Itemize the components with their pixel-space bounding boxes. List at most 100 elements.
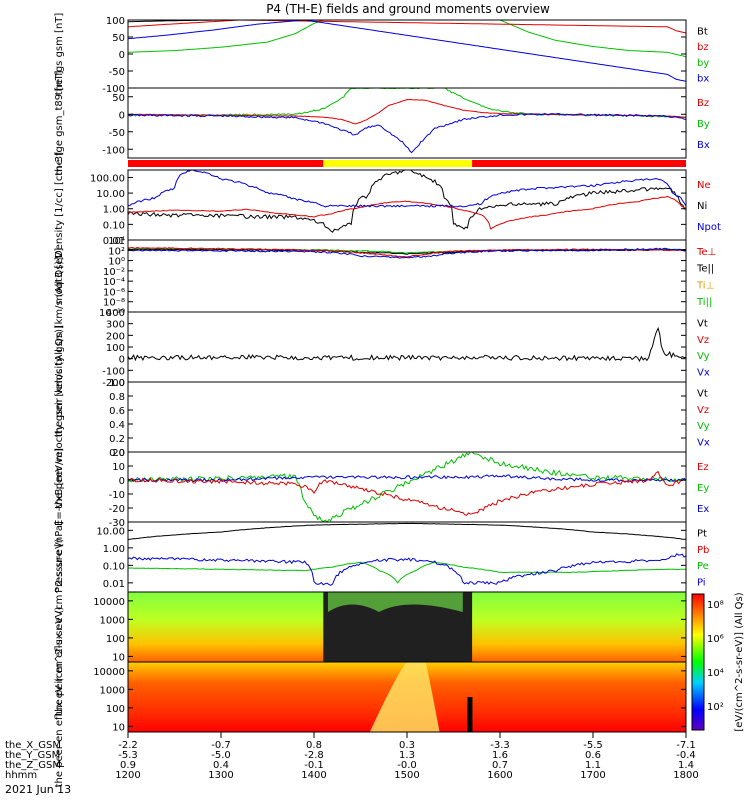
legend-peer_velocity-Vt: Vt (697, 389, 708, 400)
ytick-label: 100 (106, 16, 125, 27)
ytick-label: 1000 (100, 685, 125, 696)
colorbar-tick-label: 10⁴ (707, 668, 724, 679)
ylabel-peir_velocity: the peir velocity gsm [km/s (All Qs)] (54, 257, 65, 438)
ytick-label: 10 (112, 722, 125, 733)
ytick-label: 10⁻¹⁰ (99, 308, 125, 319)
ytick-label: 100 (106, 634, 125, 645)
series-fgs_bx (127, 19, 687, 82)
legend-pressure-Pb: Pb (697, 545, 709, 556)
ytick-label: 1000 (100, 615, 125, 626)
xtick-label: 0.6 (585, 750, 601, 761)
ytick-label: 0.01 (103, 236, 125, 247)
legend-peir_velocity-Vy: Vy (697, 351, 710, 362)
ytick-label: 0 (119, 50, 125, 61)
ylabel-peer_eflux: the peer en eflux eV (cm^2-s-sr-eV) (54, 607, 65, 788)
ytick-label: 0.8 (109, 392, 125, 403)
xtick-label: -7.1 (676, 740, 696, 751)
legend-pressure-Pe: Pe (697, 561, 709, 572)
legend-temperature-Ti||: Ti|| (696, 297, 712, 308)
ytick-label: 10⁰ (108, 257, 125, 268)
ylabel-efield: E=-VxB [mV/m] (54, 448, 65, 526)
ytick-label: 10000 (93, 667, 125, 678)
ytick-label: 10 (112, 652, 125, 663)
xtick-label: 1700 (580, 770, 605, 781)
series-fge_Bz (127, 98, 686, 125)
ylabel-peer_velocity: the peer velocity gsm [km/s (All Qs)] (54, 325, 65, 509)
ytick-label: 10000 (93, 597, 125, 608)
ytick-label: -50 (109, 128, 125, 139)
ytick-label: -20 (109, 504, 125, 515)
ylabel-peir_eflux: the peir en eflux eV (cm^2-s-sr-eV) (54, 538, 65, 715)
ytick-label: 1.0 (109, 378, 125, 389)
ytick-label: 10⁻⁸ (103, 298, 125, 309)
ytick-label: 10.00 (96, 526, 125, 537)
ephemeris-segment-0 (128, 160, 324, 167)
heatmap-gap-line (467, 697, 473, 732)
series-p_Pt (127, 522, 687, 541)
xtick-label: -3.3 (490, 740, 510, 751)
series-peir_V (127, 326, 686, 362)
xtick-label: 1300 (208, 770, 233, 781)
panel-frame-efield (127, 451, 687, 523)
legend-temperature-Te⊥: Te⊥ (696, 247, 716, 258)
panel-frame-fge (127, 87, 687, 159)
xtick-label: 0.7 (492, 760, 508, 771)
panel-peer_velocity: 1.0 0.8 0.6 0.4 0.2 0.0 the peer velocity gsm … (54, 325, 710, 509)
panel-efield: 20 10 0 -10 -20 -30 E=-VxB [mV/m] Ez Ey Ex (54, 448, 709, 529)
ylabel-fge: the fge gsm_t89 [nT] (54, 70, 65, 175)
ytick-label: 10⁻² (103, 267, 125, 278)
xrow-name-the_X_GSM: the_X_GSM (5, 740, 61, 751)
panel-pressure: 10.00 1.00 0.10 0.01 Pressure [nPa] Pt Pb Pe Pi (54, 521, 709, 593)
ytick-label: 200 (106, 331, 125, 342)
xtick-label: -5.5 (583, 740, 603, 751)
series-fge_By (127, 87, 687, 119)
xtick-label: 1800 (673, 770, 698, 781)
legend-density-Ni: Ni (697, 201, 707, 212)
ytick-label: 10⁴ (108, 236, 125, 247)
series-e_Ex (127, 474, 687, 483)
ylabel-temperature: moqt3 [eV] (54, 248, 65, 305)
xtick-label: 1200 (115, 770, 140, 781)
ytick-label: 100.00 (90, 173, 125, 184)
panel-density: 100.00 10.00 1.00 0.10 0.01 Density [1/cc] [c… (54, 152, 721, 258)
ytick-label: 10⁻⁶ (103, 287, 125, 298)
ytick-label: -100 (102, 366, 125, 377)
ytick-label: -100 (102, 84, 125, 95)
ytick-label: 50 (112, 33, 125, 44)
ytick-label: 100 (106, 704, 125, 715)
legend-fge-Bz: Bz (697, 98, 709, 109)
ytick-label: 1.00 (103, 205, 125, 216)
ytick-label: -10 (109, 490, 125, 501)
ytick-label: 0.6 (109, 406, 125, 417)
panel-peer_eflux: 10000 1000 100 10 the peer en eflux eV (cm^2… (54, 607, 687, 788)
colorbar-tick-label: 10⁸ (707, 600, 724, 611)
panel-frame-density (127, 169, 687, 241)
ytick-label: 0.10 (103, 220, 125, 231)
xrow-name-the_Z_GSM: the_Z_GSM (5, 760, 61, 771)
panel-peir_eflux: 10000 1000 100 10 the peir en eflux eV (cm^2… (54, 538, 687, 716)
legend-temperature-Ti⊥: Ti⊥ (696, 280, 714, 291)
legend-fgs-bx: bx (697, 74, 709, 85)
xtick-label: 0.3 (399, 740, 415, 751)
legend-peer_velocity-Vy: Vy (697, 421, 710, 432)
xtick-label: -0.1 (304, 760, 324, 771)
colorbar-tick-label: 10² (707, 702, 724, 713)
legend-efield-Ey: Ey (697, 483, 709, 494)
colorbar (691, 593, 705, 731)
legend-fgs-Bt: Bt (697, 26, 708, 37)
colorbar-label: [eV/(cm^2-s-sr-eV)] (All Qs) (734, 592, 745, 731)
ytick-label: 20 (112, 448, 125, 459)
ytick-label: 10⁻⁴ (103, 277, 125, 288)
chart-title: P4 (TH-E) fields and ground moments over… (266, 2, 550, 16)
series-temp_blue (127, 247, 687, 259)
ytick-label: 10² (108, 246, 125, 257)
ephemeris-segment-2 (472, 160, 686, 167)
legend-peer_velocity-Vx: Vx (697, 437, 710, 448)
legend-temperature-Te||: Te|| (696, 264, 714, 275)
legend-peir_velocity-Vz: Vz (697, 335, 709, 346)
series-p_Pi (127, 553, 687, 586)
legend-efield-Ex: Ex (697, 504, 709, 515)
ytick-label: -200 (102, 378, 125, 389)
